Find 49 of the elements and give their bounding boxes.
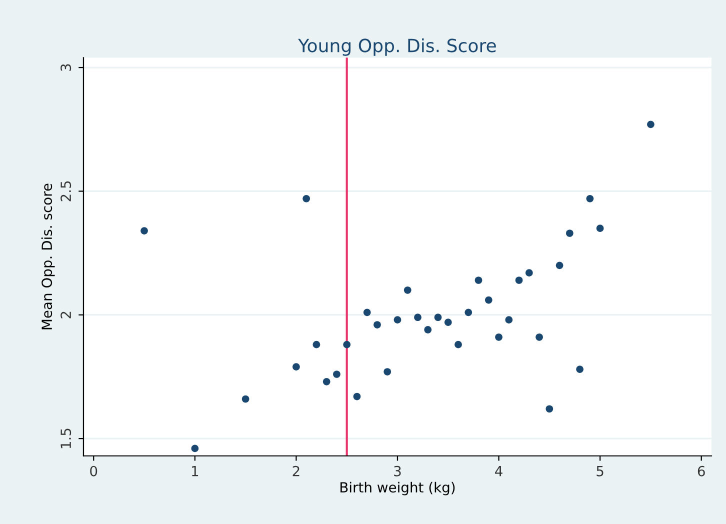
y-tick-label: 2.5	[60, 181, 72, 202]
y-axis-title: Mean Opp. Dis. score	[41, 184, 55, 330]
point	[322, 378, 330, 386]
point	[647, 120, 654, 128]
x-tick-label: 3	[394, 466, 401, 476]
x-tick-label: 1	[192, 466, 198, 476]
x-tick-label: 0	[90, 466, 98, 476]
point	[292, 363, 300, 371]
point	[333, 370, 340, 378]
point	[576, 366, 584, 373]
point	[525, 269, 533, 277]
x-tick-label: 2	[292, 466, 300, 476]
x-axis-title: Birth weight (kg)	[340, 482, 455, 496]
x-tick-label: 6	[698, 466, 705, 476]
point	[546, 405, 554, 413]
point	[596, 224, 604, 232]
y-tick-label: 2	[60, 312, 71, 318]
point	[242, 395, 250, 403]
x-tick-label: 4	[495, 466, 502, 476]
point	[556, 262, 564, 270]
point	[505, 316, 513, 324]
point	[353, 392, 361, 400]
point	[515, 276, 523, 284]
point	[312, 340, 320, 348]
point	[566, 230, 574, 237]
point	[363, 308, 371, 316]
x-tick-label: 5	[596, 466, 604, 476]
point	[302, 194, 310, 202]
point	[343, 340, 351, 348]
point	[434, 314, 442, 322]
point	[414, 314, 422, 322]
point	[374, 321, 381, 328]
point	[444, 318, 452, 326]
point	[140, 227, 148, 234]
y-tick-label: 3	[60, 64, 72, 71]
point	[454, 340, 462, 348]
point	[536, 333, 543, 341]
point	[586, 194, 594, 202]
point	[191, 444, 199, 452]
point	[484, 296, 492, 304]
chart-title: Young Opp. Dis. Score	[298, 38, 496, 56]
point	[384, 368, 392, 376]
point	[474, 276, 482, 284]
point	[404, 286, 412, 294]
point	[495, 333, 502, 341]
point	[424, 326, 432, 334]
point	[464, 308, 472, 316]
point	[394, 316, 402, 324]
y-tick-label: 1.5	[60, 428, 72, 448]
